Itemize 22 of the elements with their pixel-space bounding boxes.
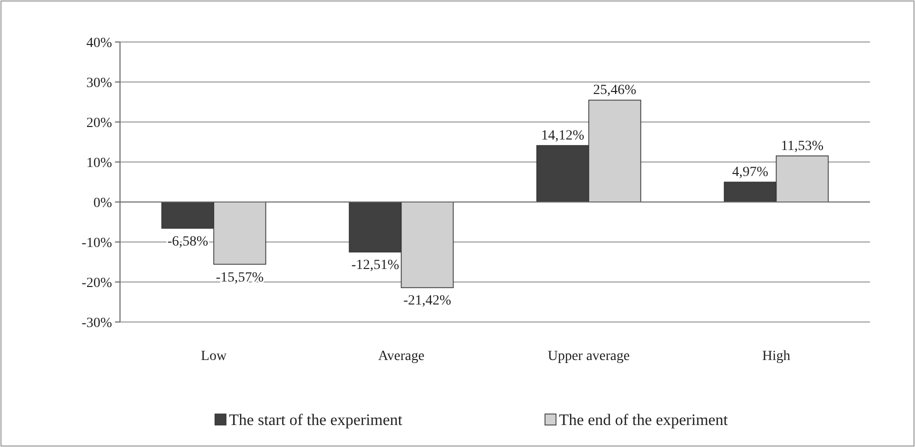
y-tick-label: -20% — [82, 276, 112, 291]
y-tick-label: 20% — [86, 116, 112, 131]
data-label: -15,57% — [216, 270, 264, 286]
x-tick-label: High — [762, 349, 790, 364]
y-tick-label: -10% — [82, 236, 112, 251]
x-tick-label: Upper average — [548, 349, 630, 364]
y-tick-label: 0% — [93, 196, 112, 211]
data-label: -21,42% — [403, 294, 452, 309]
x-tick-label: Low — [200, 349, 228, 364]
y-tick-label: -30% — [82, 316, 112, 331]
data-label: -12,51% — [351, 258, 400, 274]
data-label: 11,53% — [780, 138, 824, 154]
data-label: 25,46% — [593, 83, 637, 98]
y-tick-label: 40% — [86, 36, 112, 51]
legend-label: The start of the experiment — [229, 412, 403, 429]
data-label: 4,97% — [732, 165, 769, 180]
data-label: 14,12% — [541, 128, 585, 144]
legend-label: The end of the experiment — [559, 412, 728, 429]
x-tick-label: Average — [378, 349, 424, 364]
y-tick-label: 10% — [86, 156, 112, 171]
y-tick-label: 30% — [86, 76, 112, 91]
data-label: -6,58% — [167, 234, 208, 250]
